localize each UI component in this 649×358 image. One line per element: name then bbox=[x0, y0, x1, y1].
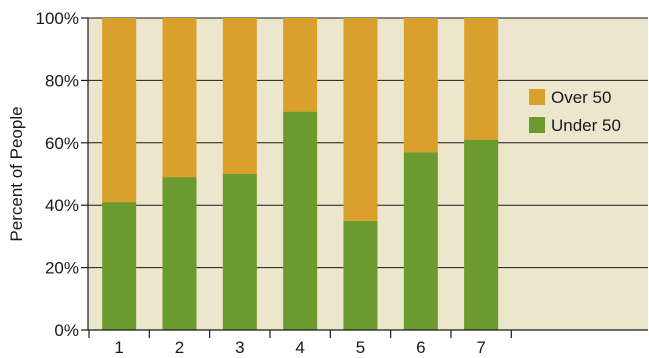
bars bbox=[102, 18, 499, 330]
y-axis-title: Percent of People bbox=[7, 106, 26, 241]
bar-under-50 bbox=[222, 174, 257, 330]
bar-over-50 bbox=[343, 18, 378, 221]
bar-under-50 bbox=[102, 202, 137, 330]
x-axis: 1 2 3 4 5 6 7 bbox=[88, 329, 648, 357]
legend-label: Over 50 bbox=[551, 88, 611, 107]
x-tick-label: 2 bbox=[175, 338, 184, 357]
bar-under-50 bbox=[283, 111, 318, 330]
x-tick-label: 6 bbox=[416, 338, 425, 357]
legend-swatch bbox=[529, 117, 545, 133]
y-tick-label: 40% bbox=[45, 196, 79, 215]
bar-over-50 bbox=[222, 18, 257, 174]
x-tick-label: 3 bbox=[235, 338, 244, 357]
y-tick-label: 80% bbox=[45, 71, 79, 90]
bar-under-50 bbox=[162, 177, 197, 330]
x-tick-label: 5 bbox=[356, 338, 365, 357]
y-tick-label: 100% bbox=[36, 9, 79, 28]
bar-over-50 bbox=[283, 18, 318, 112]
bar-over-50 bbox=[403, 18, 438, 153]
y-tick-label: 60% bbox=[45, 134, 79, 153]
legend-label: Under 50 bbox=[551, 116, 621, 135]
bar-over-50 bbox=[102, 18, 137, 203]
bar-over-50 bbox=[464, 18, 499, 140]
x-tick-label: 1 bbox=[114, 338, 123, 357]
bar-under-50 bbox=[403, 152, 438, 330]
legend: Over 50 Under 50 bbox=[529, 88, 621, 135]
bar-under-50 bbox=[343, 220, 378, 330]
y-tick-label: 20% bbox=[45, 259, 79, 278]
bar-under-50 bbox=[464, 139, 499, 330]
legend-swatch bbox=[529, 89, 545, 105]
y-axis: 0% 20% 40% 60% 80% 100% bbox=[36, 9, 89, 340]
x-tick-label: 7 bbox=[476, 338, 485, 357]
y-tick-label: 0% bbox=[54, 321, 79, 340]
x-tick-label: 4 bbox=[295, 338, 304, 357]
bar-over-50 bbox=[162, 18, 197, 178]
